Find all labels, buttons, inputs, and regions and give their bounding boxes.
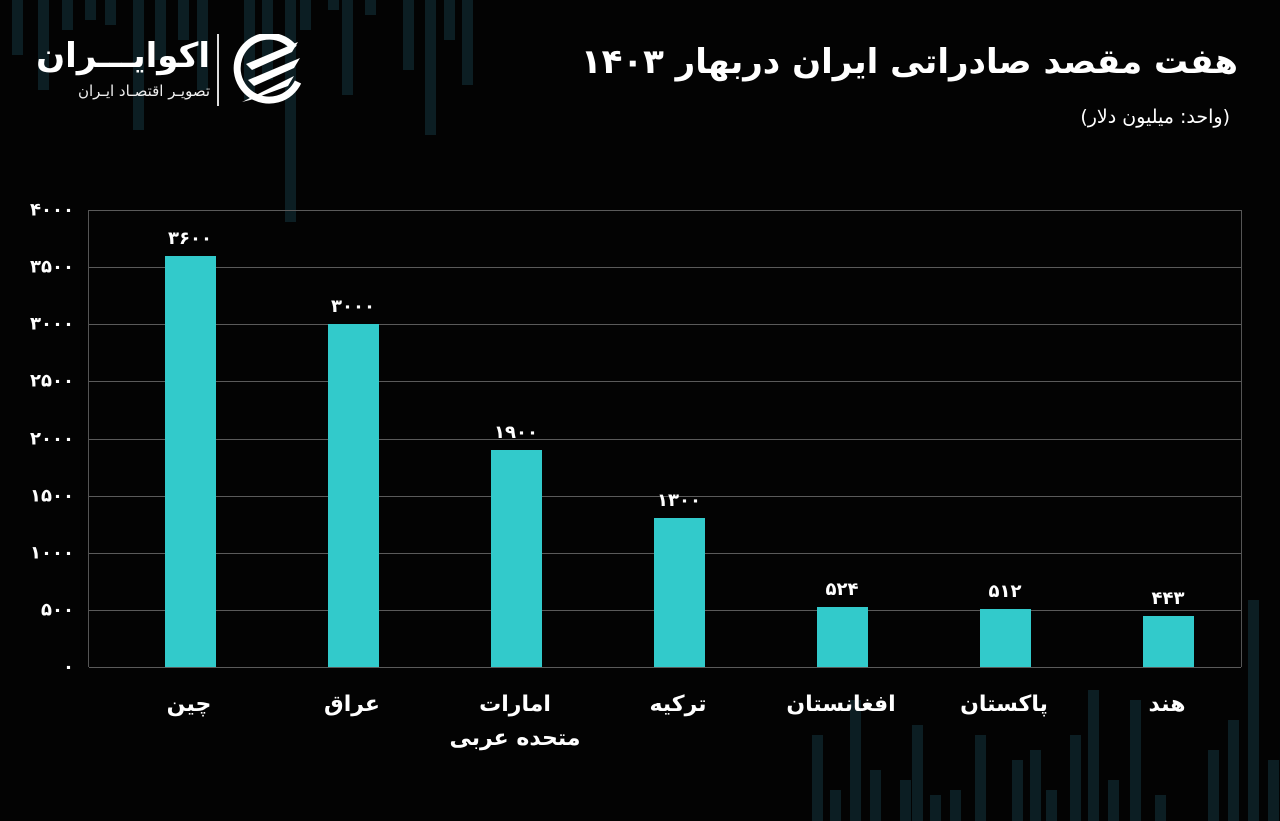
background-decor-bar — [1248, 600, 1259, 821]
background-decor-bar — [444, 0, 455, 40]
background-decor-bar — [38, 0, 49, 90]
bar-value-label: ۱۳۰۰ — [657, 490, 701, 512]
ecoiran-logo-icon — [233, 34, 302, 104]
y-tick-label: ۲۵۰۰ — [30, 370, 74, 392]
bar-value-label: ۳۰۰۰ — [331, 296, 375, 318]
bar-6 — [1142, 616, 1194, 667]
background-decor-bar — [900, 780, 911, 821]
y-tick-label: ۰ — [63, 656, 74, 678]
background-decor-bar — [133, 0, 144, 130]
background-decor-bar — [870, 770, 881, 821]
background-decor-bar — [85, 0, 96, 20]
y-tick-label: ۳۰۰۰ — [30, 313, 74, 335]
background-decor-bar — [425, 0, 436, 135]
plot-area: ۳۶۰۰ ۳۰۰۰ ۱۹۰۰ ۱۳۰۰ ۵۲۴ ۵۱۲ ۴۴۳ — [88, 210, 1242, 668]
background-decor-bar — [285, 0, 296, 222]
bar-4 — [816, 607, 868, 667]
y-tick-label: ۳۵۰۰ — [30, 256, 74, 278]
background-decor-bar — [1030, 750, 1041, 821]
background-decor-bar — [830, 790, 841, 821]
bar-0 — [164, 255, 216, 667]
background-decor-bar — [328, 0, 339, 10]
bar-value-label: ۳۶۰۰ — [168, 227, 212, 249]
y-tick-label: ۲۰۰۰ — [30, 428, 74, 449]
chart-title: هفت مقصد صادراتی ایران دربهار ۱۴۰۳ — [580, 42, 1238, 82]
background-decor-bar — [365, 0, 376, 15]
x-category-label: عراق — [324, 692, 380, 717]
background-decor-bar — [12, 0, 23, 55]
background-decor-bar — [178, 0, 189, 40]
background-decor-bar — [1268, 760, 1279, 821]
x-category-label: پاکستان — [960, 692, 1048, 717]
background-decor-bar — [975, 735, 986, 821]
background-decor-bar — [462, 0, 473, 85]
bar-5 — [979, 608, 1031, 667]
gridline — [89, 324, 1241, 326]
background-decor-bar — [342, 0, 353, 95]
bar-value-label: ۱۹۰۰ — [494, 421, 538, 443]
background-decor-bar — [812, 735, 823, 821]
x-category-label: ترکیه — [649, 692, 707, 717]
background-decor-bar — [1208, 750, 1219, 821]
background-decor-bar — [155, 0, 166, 60]
chart-unit-subtitle: (واحد: میلیون دلار) — [1080, 106, 1230, 128]
background-decor-bar — [1155, 795, 1166, 821]
bar-2 — [490, 449, 542, 667]
background-decor-bar — [912, 725, 923, 821]
background-decor-bar — [1012, 760, 1023, 821]
background-decor-bar — [1130, 700, 1141, 821]
gridline — [89, 267, 1241, 269]
y-tick-label: ۵۰۰ — [41, 599, 74, 621]
brand-name: اکوایـــران — [36, 36, 210, 76]
y-tick-label: ۴۰۰۰ — [30, 199, 74, 221]
bar-value-label: ۵۱۲ — [988, 580, 1022, 602]
gridline — [89, 495, 1241, 497]
background-decor-bar — [262, 0, 273, 80]
background-decor-bar — [105, 0, 116, 25]
x-category-label: هند — [1148, 692, 1186, 717]
bar-value-label: ۵۲۴ — [825, 579, 859, 601]
background-decor-bar — [62, 0, 73, 30]
background-decor-bar — [950, 790, 961, 821]
gridline — [89, 667, 1241, 668]
bar-1 — [327, 324, 379, 667]
gridline — [89, 438, 1241, 440]
background-decor-bar — [850, 700, 861, 821]
x-category-label: امارات متحده عربی — [449, 692, 581, 751]
bar-3 — [653, 518, 705, 667]
background-decor-bar — [1088, 690, 1099, 821]
background-decor-bar — [403, 0, 414, 70]
background-decor-bar — [1228, 720, 1239, 821]
y-tick-label: ۱۵۰۰ — [30, 485, 74, 507]
brand-logo: اکوایـــران تصویـر اقتصـاد ایـران — [36, 34, 320, 109]
background-decor-bar — [244, 0, 255, 100]
background-decor-bar — [197, 0, 208, 90]
x-category-label: افغانستان — [786, 692, 896, 717]
background-decor-bar — [1070, 735, 1081, 821]
background-decor-bar — [300, 0, 311, 30]
gridline — [89, 381, 1241, 383]
logo-divider — [217, 34, 219, 106]
background-decor-bar — [1046, 790, 1057, 821]
x-category-label: چین — [166, 692, 212, 717]
brand-tagline: تصویـر اقتصـاد ایـران — [77, 82, 210, 100]
y-tick-label: ۱۰۰۰ — [30, 542, 74, 564]
background-decor-bar — [1108, 780, 1119, 821]
gridline — [89, 210, 1241, 211]
background-decor-bar — [930, 795, 941, 821]
bar-value-label: ۴۴۳ — [1151, 588, 1185, 610]
